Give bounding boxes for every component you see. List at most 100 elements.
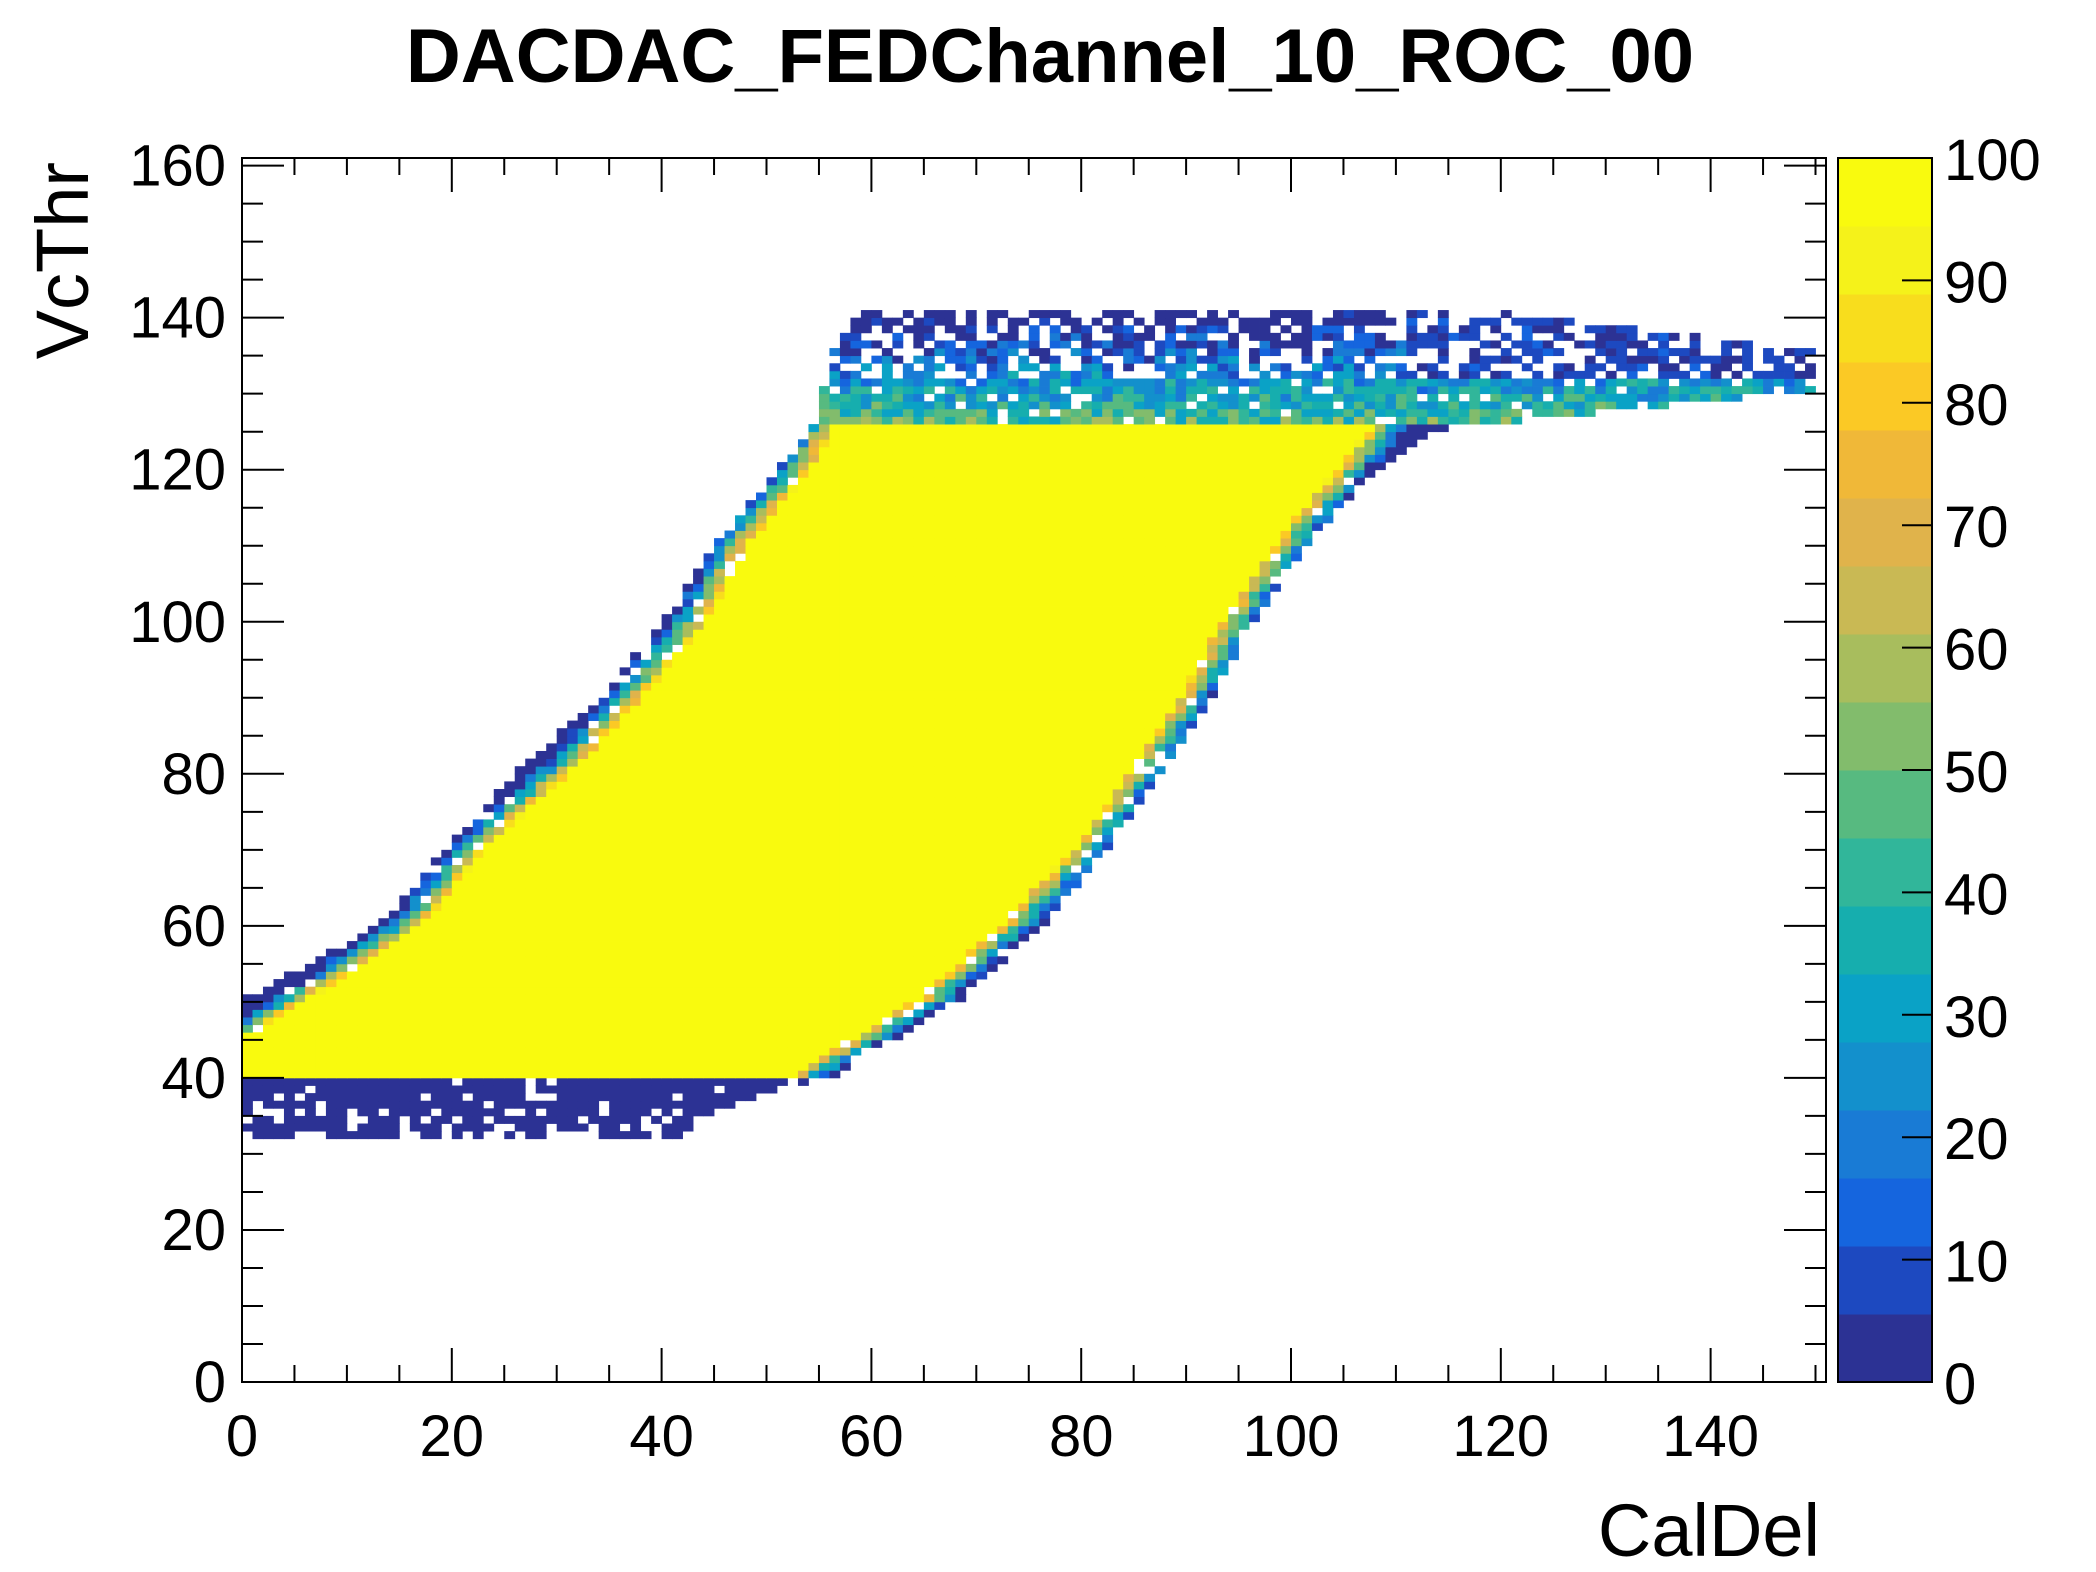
heatmap-cell — [451, 1024, 463, 1033]
heatmap-cell — [1039, 872, 1051, 881]
heatmap-cell — [640, 910, 652, 919]
heatmap-cell — [1249, 545, 1260, 554]
heatmap-cell — [598, 827, 610, 836]
heatmap-cell — [672, 887, 683, 896]
heatmap-cell — [976, 507, 988, 516]
heatmap-cell — [315, 994, 327, 1003]
heatmap-cell — [756, 994, 767, 1003]
heatmap-cell — [514, 925, 526, 934]
heatmap-cell — [965, 789, 977, 798]
heatmap-cell — [976, 918, 988, 927]
heatmap-cell — [934, 971, 946, 980]
heatmap-cell — [1102, 583, 1114, 592]
heatmap-cell — [378, 1055, 390, 1064]
heatmap-cell — [829, 842, 841, 851]
heatmap-cell — [1028, 880, 1040, 889]
heatmap-cell — [829, 735, 841, 744]
heatmap-cell — [472, 827, 484, 836]
heatmap-cell — [944, 682, 956, 691]
heatmap-cell — [640, 872, 652, 881]
heatmap-cell — [881, 887, 893, 896]
heatmap-cell — [430, 880, 442, 889]
heatmap-cell — [546, 910, 558, 919]
heatmap-cell — [1112, 507, 1124, 516]
heatmap-cell — [756, 986, 767, 995]
heatmap-cell — [630, 652, 642, 661]
heatmap-cell — [787, 1001, 799, 1010]
heatmap-cell — [934, 629, 946, 638]
heatmap-cell — [1270, 492, 1281, 501]
heatmap-cell — [1280, 560, 1292, 569]
heatmap-cell — [829, 568, 841, 577]
heatmap-cell — [714, 1032, 725, 1041]
heatmap-cell — [1301, 484, 1313, 493]
heatmap-cell — [546, 1108, 558, 1117]
heatmap-cell — [609, 750, 621, 759]
heatmap-cell — [1165, 568, 1177, 577]
heatmap-cell — [693, 903, 704, 912]
heatmap-cell — [714, 591, 725, 600]
heatmap-cell — [1039, 910, 1051, 919]
heatmap-cell — [756, 591, 767, 600]
heatmap-cell — [1228, 545, 1239, 554]
heatmap-cell — [850, 720, 862, 729]
heatmap-cell — [1112, 614, 1124, 623]
heatmap-cell — [504, 918, 516, 927]
heatmap-cell — [1028, 925, 1040, 934]
heatmap-cell — [923, 690, 935, 699]
heatmap-cell — [1238, 614, 1250, 623]
heatmap-cell — [588, 773, 600, 782]
heatmap-cell — [451, 834, 463, 843]
heatmap-cell — [913, 591, 925, 600]
heatmap-cell — [913, 652, 925, 661]
heatmap-cell — [672, 712, 683, 721]
heatmap-cell — [378, 1100, 390, 1109]
heatmap-cell — [850, 773, 862, 782]
heatmap-cell — [902, 887, 914, 896]
heatmap-cell — [399, 994, 411, 1003]
heatmap-cell — [839, 811, 851, 820]
heatmap-cell — [776, 750, 788, 759]
heatmap-cell — [735, 712, 746, 721]
heatmap-cell — [609, 1108, 621, 1117]
heatmap-cell — [598, 1062, 610, 1071]
heatmap-cell — [1091, 705, 1103, 714]
heatmap-cell — [787, 614, 799, 623]
heatmap-cell — [1091, 789, 1103, 798]
heatmap-cell — [1175, 576, 1187, 585]
heatmap-cell — [776, 568, 788, 577]
heatmap-cell — [693, 1024, 704, 1033]
heatmap-cell — [378, 1009, 390, 1018]
heatmap-cell — [420, 925, 432, 934]
heatmap-cell — [766, 705, 778, 714]
heatmap-cell — [724, 857, 736, 866]
heatmap-cell — [724, 834, 736, 843]
heatmap-cell — [1028, 659, 1040, 668]
heatmap-cell — [556, 750, 568, 759]
heatmap-cell — [1091, 515, 1103, 524]
heatmap-cell — [367, 1115, 379, 1124]
heatmap-cell — [902, 659, 914, 668]
heatmap-cell — [902, 766, 914, 775]
heatmap-cell — [451, 865, 463, 874]
heatmap-cell — [1123, 583, 1135, 592]
heatmap-cell — [556, 834, 568, 843]
heatmap-cell — [672, 667, 683, 676]
heatmap-cell — [640, 796, 652, 805]
heatmap-cell — [1102, 636, 1114, 645]
heatmap-cell — [304, 1115, 316, 1124]
heatmap-cell — [546, 766, 558, 775]
heatmap-cell — [546, 849, 558, 858]
heatmap-cell — [525, 1062, 537, 1071]
heatmap-cell — [693, 781, 704, 790]
heatmap-cell — [892, 979, 904, 988]
heatmap-cell — [1049, 796, 1061, 805]
heatmap-cell — [818, 568, 830, 577]
heatmap-cell — [818, 629, 830, 638]
heatmap-cell — [682, 811, 694, 820]
heatmap-cell — [588, 880, 600, 889]
heatmap-cell — [714, 712, 725, 721]
heatmap-cell — [1039, 865, 1051, 874]
heatmap-cell — [661, 1100, 673, 1109]
heatmap-cell — [1154, 484, 1166, 493]
